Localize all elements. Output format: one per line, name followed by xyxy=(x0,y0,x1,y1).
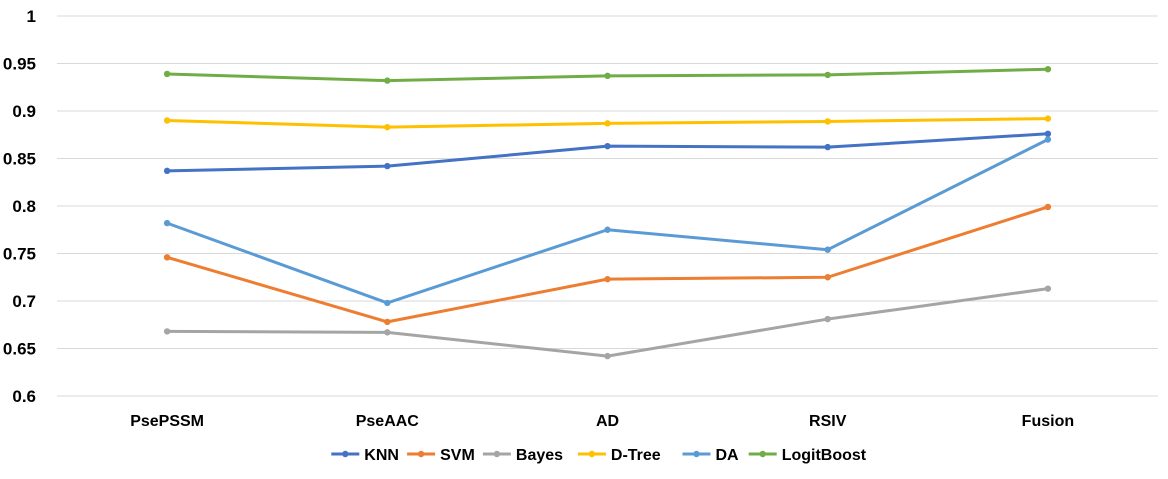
series-logitboost xyxy=(163,66,1052,84)
data-point xyxy=(384,318,391,326)
data-point xyxy=(1044,130,1052,137)
series-svm xyxy=(163,203,1052,326)
y-tick-label: 0.75 xyxy=(3,245,36,264)
data-point xyxy=(384,299,391,307)
y-tick-label: 0.9 xyxy=(12,102,36,121)
y-tick-label: 0.85 xyxy=(3,150,36,169)
series-line xyxy=(165,287,1050,358)
data-point xyxy=(604,226,611,233)
legend-item: KNN xyxy=(331,447,399,464)
data-point xyxy=(604,142,611,150)
y-tick-label: 0.7 xyxy=(12,292,36,311)
x-tick-label: RSIV xyxy=(809,413,847,430)
series-d-tree xyxy=(163,115,1052,131)
data-point xyxy=(824,118,831,125)
y-tick-label: 0.6 xyxy=(12,387,36,406)
legend-label: KNN xyxy=(364,447,399,464)
data-point xyxy=(1044,115,1052,122)
data-point xyxy=(824,71,831,79)
legend-swatch-marker xyxy=(493,450,501,458)
series-da xyxy=(163,136,1052,307)
data-point xyxy=(1044,136,1052,143)
legend-swatch-marker xyxy=(342,450,349,458)
data-point xyxy=(163,167,171,175)
legend-label: LogitBoost xyxy=(782,447,867,464)
x-axis-ticks: PsePSSM PseAAC AD RSIV Fusion xyxy=(130,413,1074,430)
legend-item: DA xyxy=(682,447,740,464)
data-point xyxy=(824,246,831,253)
series-line xyxy=(165,132,1050,173)
y-tick-label: 0.65 xyxy=(3,340,36,359)
data-point xyxy=(163,254,171,261)
legend-item: D-Tree xyxy=(577,447,661,464)
legend-label: Bayes xyxy=(516,447,563,464)
legend-swatch-marker xyxy=(693,450,700,458)
legend-item: Bayes xyxy=(482,447,563,464)
legend-item: LogitBoost xyxy=(748,447,867,464)
data-point xyxy=(824,143,831,151)
x-tick-label: PseAAC xyxy=(356,413,420,430)
legend: KNN SVM Bayes D-Tree DA LogitBoost xyxy=(331,447,867,464)
legend-swatch-marker xyxy=(759,450,766,458)
data-point xyxy=(384,329,391,336)
data-point xyxy=(824,315,831,323)
data-point xyxy=(163,117,171,124)
legend-label: DA xyxy=(716,447,740,464)
series-line xyxy=(165,205,1050,324)
series-lines xyxy=(163,66,1052,360)
x-tick-label: AD xyxy=(596,413,619,430)
series-knn xyxy=(163,130,1052,175)
y-tick-label: 1 xyxy=(27,7,36,26)
legend-item: SVM xyxy=(407,447,475,464)
legend-label: SVM xyxy=(440,447,475,464)
y-tick-label: 0.8 xyxy=(12,197,36,216)
data-point xyxy=(384,77,391,84)
data-point xyxy=(604,72,611,80)
data-point xyxy=(1044,66,1052,73)
y-axis-ticks: 0.6 0.65 0.7 0.75 0.8 0.85 0.9 0.95 1 xyxy=(3,7,36,406)
data-point xyxy=(163,219,171,227)
data-point xyxy=(604,120,611,127)
data-point xyxy=(824,274,831,281)
legend-label: D-Tree xyxy=(611,447,661,464)
legend-swatch-marker xyxy=(588,450,596,458)
series-bayes xyxy=(163,285,1052,360)
x-tick-label: Fusion xyxy=(1022,413,1074,430)
y-tick-label: 0.95 xyxy=(3,55,36,74)
data-point xyxy=(1044,285,1052,292)
data-point xyxy=(163,328,171,335)
data-point xyxy=(384,123,391,131)
data-point xyxy=(163,70,171,78)
data-point xyxy=(1044,203,1052,211)
gridlines xyxy=(57,15,1158,397)
x-tick-label: PsePSSM xyxy=(130,413,204,430)
data-point xyxy=(384,162,391,170)
data-point xyxy=(604,275,611,283)
legend-swatch-marker xyxy=(417,450,425,458)
data-point xyxy=(604,352,611,360)
